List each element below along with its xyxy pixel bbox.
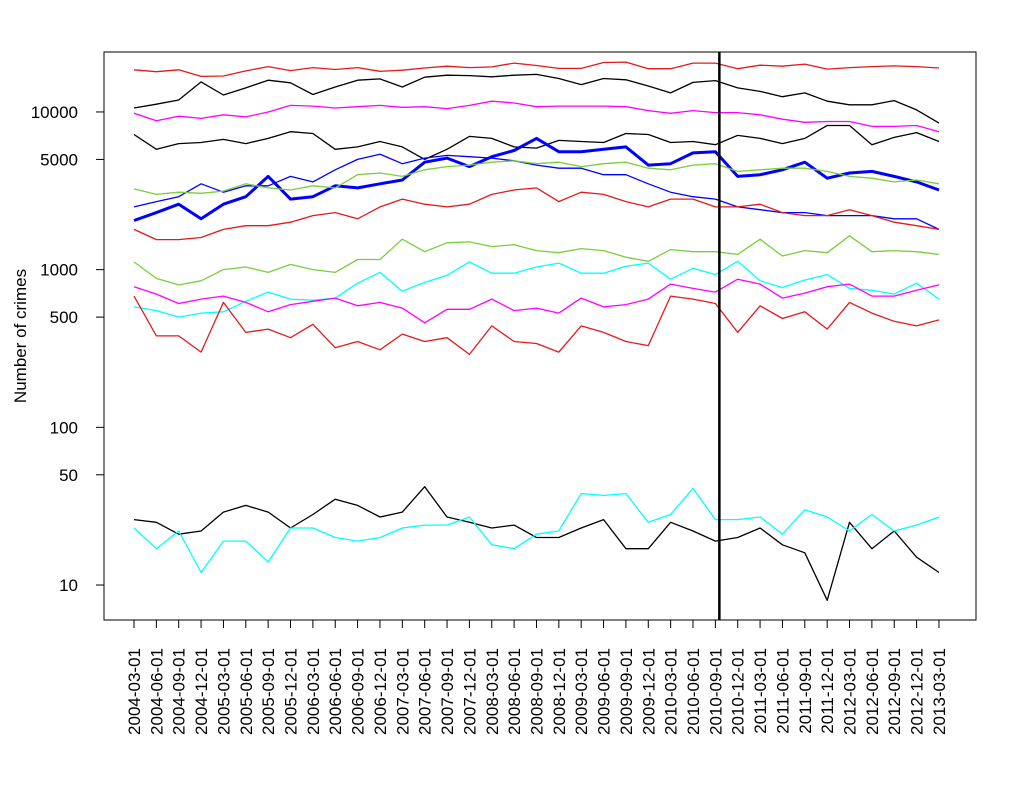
x-tick-label: 2010-03-01 (662, 648, 681, 735)
y-tick-label: 100 (50, 418, 78, 437)
x-tick-label: 2007-06-01 (416, 648, 435, 735)
y-axis: 10 50 100 500 1000 5000 10000 (31, 103, 105, 595)
x-tick-label: 2012-09-01 (885, 648, 904, 735)
x-tick-label: 2011-06-01 (773, 648, 792, 734)
x-tick-label: 2010-06-01 (684, 648, 703, 735)
x-tick-label: 2004-12-01 (192, 648, 211, 735)
series-line-3 (133, 100, 940, 133)
x-tick-label: 2009-03-01 (572, 648, 591, 735)
x-tick-label: 2005-09-01 (259, 648, 278, 735)
x-tick-label: 2011-12-01 (818, 648, 837, 734)
x-tick-label: 2012-06-01 (863, 648, 882, 735)
series-line-13 (133, 486, 940, 601)
x-tick-label: 2009-06-01 (595, 648, 614, 735)
series-line-8 (133, 187, 940, 241)
x-tick-label: 2007-03-01 (393, 648, 412, 735)
x-tick-label: 2007-09-01 (438, 648, 457, 735)
series-line-5 (133, 136, 940, 222)
series-line-12 (133, 295, 940, 356)
series-line-7 (133, 160, 940, 196)
series-line-10 (133, 260, 940, 318)
x-tick-label: 2010-09-01 (706, 648, 725, 735)
x-tick-label: 2008-06-01 (505, 648, 524, 735)
x-tick-label: 2012-12-01 (908, 648, 927, 735)
x-tick-label: 2008-03-01 (483, 648, 502, 735)
x-tick-label: 2008-09-01 (527, 648, 546, 735)
x-tick-label: 2004-03-01 (125, 648, 144, 735)
x-tick-label: 2011-03-01 (751, 648, 770, 734)
x-tick-label: 2012-03-01 (841, 648, 860, 735)
x-tick-label: 2006-06-01 (326, 648, 345, 735)
y-tick-label: 500 (50, 308, 78, 327)
y-axis-label: Number of crimes (11, 269, 30, 403)
x-tick-label: 2004-06-01 (147, 648, 166, 735)
series-line-14 (133, 487, 940, 574)
x-tick-label: 2010-12-01 (729, 648, 748, 735)
x-axis: 2004-03-01 2004-06-01 2004-09-01 2004-12-01… (125, 619, 949, 735)
y-tick-label: 50 (59, 466, 78, 485)
series-line-1 (133, 61, 940, 78)
series-line-11 (133, 278, 940, 324)
x-tick-label: 2006-12-01 (371, 648, 390, 735)
x-tick-label: 2009-09-01 (617, 648, 636, 735)
x-tick-label: 2009-12-01 (639, 648, 658, 735)
y-tick-label: 1000 (40, 261, 78, 280)
x-tick-label: 2011-09-01 (796, 648, 815, 734)
series-line-6 (133, 153, 940, 230)
y-tick-label: 10 (59, 576, 78, 595)
x-tick-label: 2006-03-01 (304, 648, 323, 735)
y-tick-label: 5000 (40, 150, 78, 169)
plot-frame (103, 51, 977, 621)
y-tick-label: 10000 (31, 103, 78, 122)
x-tick-label: 2005-06-01 (237, 648, 256, 735)
x-tick-label: 2006-09-01 (349, 648, 368, 735)
x-tick-label: 2008-12-01 (550, 648, 569, 735)
x-tick-label: 2007-12-01 (460, 648, 479, 735)
series-line-4 (133, 124, 940, 161)
x-tick-label: 2005-12-01 (282, 648, 301, 735)
x-tick-label: 2013-03-01 (930, 648, 949, 735)
x-tick-label: 2004-09-01 (170, 648, 189, 735)
series-line-9 (133, 235, 940, 286)
series-line-2 (133, 73, 940, 124)
x-tick-label: 2005-03-01 (214, 648, 233, 735)
series-layer (133, 61, 940, 601)
